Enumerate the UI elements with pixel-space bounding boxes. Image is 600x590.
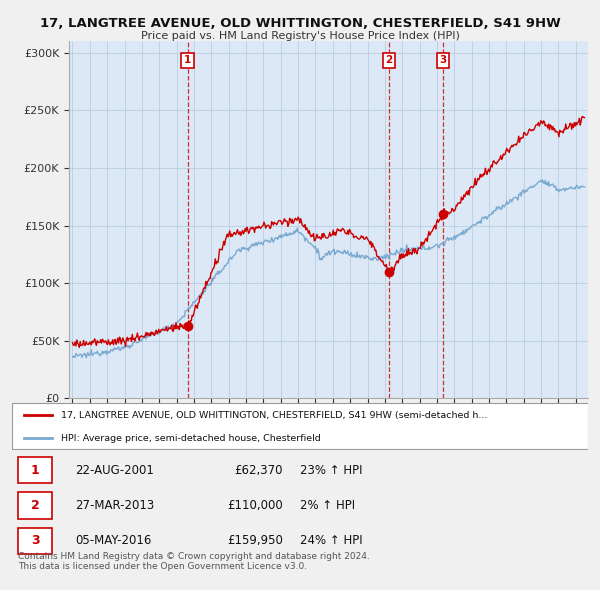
Text: 2% ↑ HPI: 2% ↑ HPI bbox=[300, 499, 355, 512]
Text: 1: 1 bbox=[31, 464, 40, 477]
Text: 3: 3 bbox=[439, 55, 446, 65]
Text: 2: 2 bbox=[385, 55, 393, 65]
Text: 1: 1 bbox=[184, 55, 191, 65]
Text: 22-AUG-2001: 22-AUG-2001 bbox=[76, 464, 154, 477]
Text: 3: 3 bbox=[31, 535, 40, 548]
FancyBboxPatch shape bbox=[18, 457, 52, 483]
FancyBboxPatch shape bbox=[18, 528, 52, 554]
Text: Contains HM Land Registry data © Crown copyright and database right 2024.
This d: Contains HM Land Registry data © Crown c… bbox=[18, 552, 370, 571]
Text: 05-MAY-2016: 05-MAY-2016 bbox=[76, 535, 152, 548]
Text: 17, LANGTREE AVENUE, OLD WHITTINGTON, CHESTERFIELD, S41 9HW: 17, LANGTREE AVENUE, OLD WHITTINGTON, CH… bbox=[40, 17, 560, 30]
FancyBboxPatch shape bbox=[18, 493, 52, 519]
Text: 23% ↑ HPI: 23% ↑ HPI bbox=[300, 464, 362, 477]
Text: £62,370: £62,370 bbox=[234, 464, 283, 477]
Text: 17, LANGTREE AVENUE, OLD WHITTINGTON, CHESTERFIELD, S41 9HW (semi-detached h...: 17, LANGTREE AVENUE, OLD WHITTINGTON, CH… bbox=[61, 411, 487, 420]
Text: HPI: Average price, semi-detached house, Chesterfield: HPI: Average price, semi-detached house,… bbox=[61, 434, 321, 442]
Text: 24% ↑ HPI: 24% ↑ HPI bbox=[300, 535, 362, 548]
Text: £159,950: £159,950 bbox=[227, 535, 283, 548]
Text: £110,000: £110,000 bbox=[227, 499, 283, 512]
Text: 2: 2 bbox=[31, 499, 40, 512]
FancyBboxPatch shape bbox=[12, 403, 588, 449]
Text: Price paid vs. HM Land Registry's House Price Index (HPI): Price paid vs. HM Land Registry's House … bbox=[140, 31, 460, 41]
Text: 27-MAR-2013: 27-MAR-2013 bbox=[76, 499, 155, 512]
